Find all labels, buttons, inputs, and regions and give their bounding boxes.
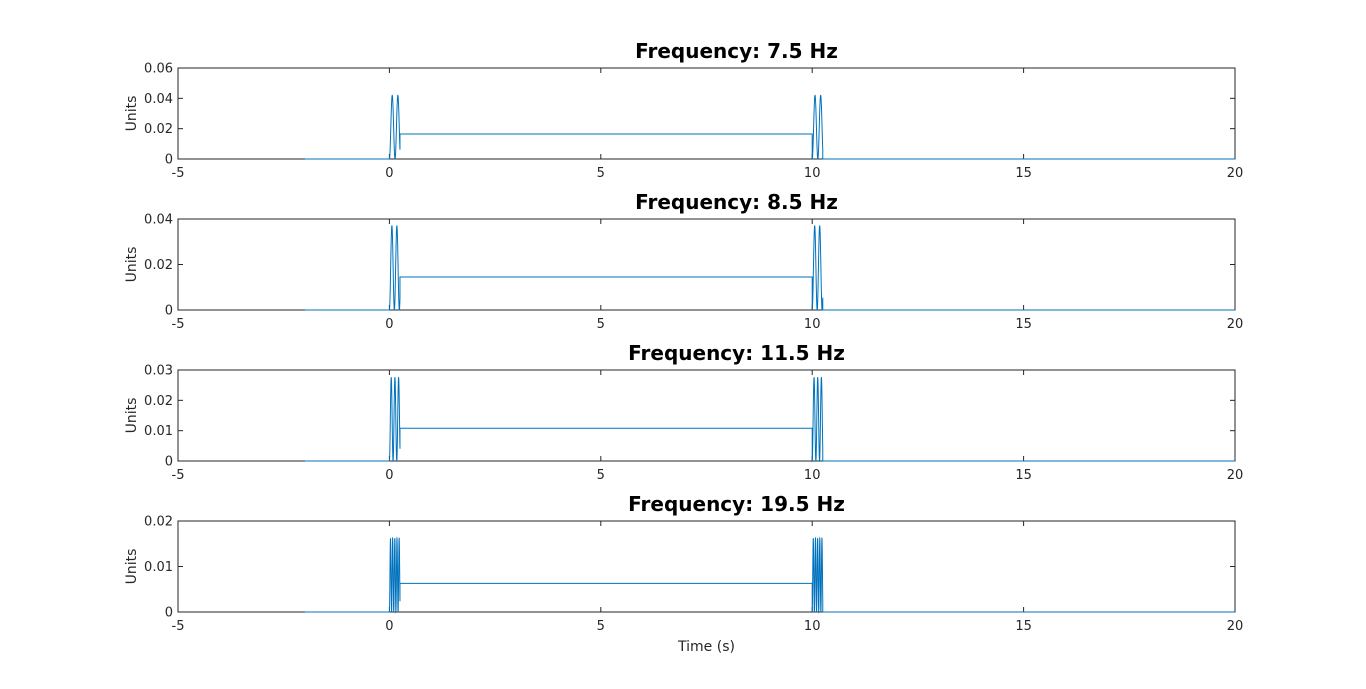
axes-box (177, 67, 1236, 160)
series-line (304, 225, 1235, 311)
chart-title: Frequency: 19.5 Hz (628, 492, 845, 516)
y-tick-label: 0.01 (144, 560, 173, 575)
x-tick-label: 20 (1227, 468, 1244, 483)
x-tick-label: -5 (172, 468, 185, 483)
y-tick-label: 0.04 (144, 92, 173, 107)
y-tick-label: 0.04 (144, 213, 173, 228)
chart-title: Frequency: 7.5 Hz (635, 39, 838, 63)
y-tick-label: 0.02 (144, 394, 173, 409)
x-tick-label: 5 (597, 317, 605, 332)
series-line (304, 94, 1235, 160)
x-tick-label: 0 (385, 317, 393, 332)
x-tick-label: 5 (597, 166, 605, 181)
x-tick-label: 5 (597, 468, 605, 483)
y-tick-label: 0.03 (144, 364, 173, 379)
y-axis-label: Units (124, 96, 140, 132)
x-tick-label: 0 (385, 166, 393, 181)
x-tick-label: -5 (172, 166, 185, 181)
x-tick-label: 20 (1227, 166, 1244, 181)
chart-title: Frequency: 8.5 Hz (635, 190, 838, 214)
y-tick-label: 0.02 (144, 515, 173, 530)
x-tick-label: 20 (1227, 317, 1244, 332)
x-tick-label: 15 (1015, 468, 1032, 483)
y-tick-label: 0 (165, 153, 173, 168)
y-tick-label: 0 (165, 455, 173, 470)
x-tick-label: 5 (597, 619, 605, 634)
y-tick-label: 0.01 (144, 424, 173, 439)
y-tick-label: 0 (165, 304, 173, 319)
x-tick-label: 0 (385, 619, 393, 634)
subplot-4: Frequency: 19.5 Hz-5 0 5 10 15 2000.010.02Uni… (124, 492, 1243, 655)
x-tick-label: 15 (1015, 166, 1032, 181)
y-tick-label: 0.06 (144, 62, 173, 77)
axes-box (177, 218, 1236, 311)
y-tick-label: 0 (165, 606, 173, 621)
x-tick-label: 20 (1227, 619, 1244, 634)
x-tick-label: 15 (1015, 619, 1032, 634)
x-tick-label: 15 (1015, 317, 1032, 332)
x-tick-label: 10 (804, 619, 821, 634)
subplot-2: Frequency: 8.5 Hz-5 0 5 10 15 2000.020.04Unit… (124, 190, 1243, 332)
axes-box (177, 369, 1236, 462)
x-axis-label: Time (s) (677, 639, 735, 655)
x-tick-label: 0 (385, 468, 393, 483)
series-line (304, 536, 1235, 614)
subplot-3: Frequency: 11.5 Hz-5 0 5 10 15 2000.010.020.0… (124, 341, 1243, 483)
y-tick-label: 0.02 (144, 122, 173, 137)
x-tick-label: 10 (804, 166, 821, 181)
chart-title: Frequency: 11.5 Hz (628, 341, 845, 365)
y-tick-label: 0.02 (144, 258, 173, 273)
x-tick-label: 10 (804, 317, 821, 332)
x-tick-label: -5 (172, 619, 185, 634)
x-tick-label: -5 (172, 317, 185, 332)
x-tick-label: 10 (804, 468, 821, 483)
y-axis-label: Units (124, 247, 140, 283)
subplot-1: Frequency: 7.5 Hz-5 0 5 10 15 2000.020.040.06… (124, 39, 1243, 181)
series-line (304, 376, 1235, 463)
y-axis-label: Units (124, 398, 140, 434)
axes-box (177, 520, 1236, 613)
y-axis-label: Units (124, 549, 140, 585)
